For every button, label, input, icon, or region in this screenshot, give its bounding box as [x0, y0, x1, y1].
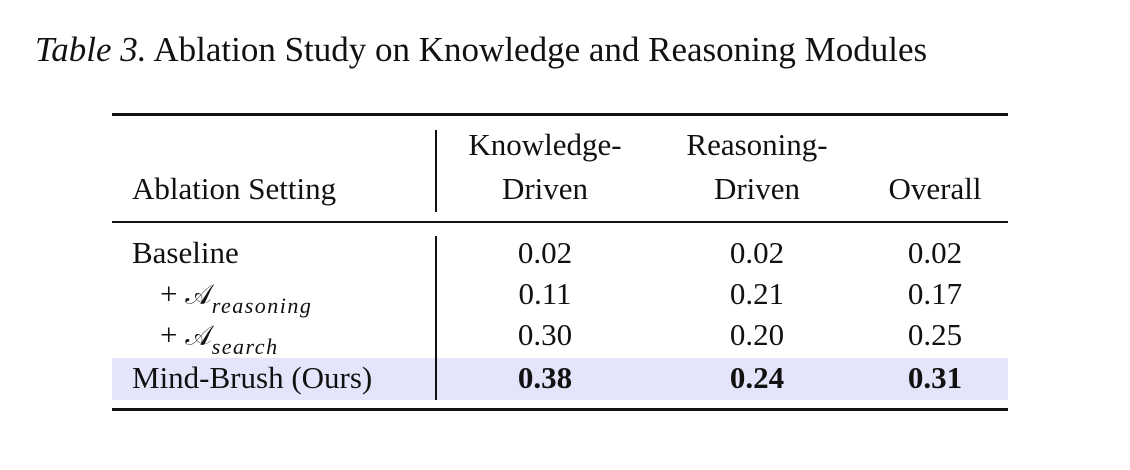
mid-rule [112, 221, 1008, 223]
value-cell: 0.02 [907, 235, 963, 270]
caption: Table 3. Ablation Study on Knowledge and… [35, 30, 927, 70]
value-cell: 0.24 [729, 360, 785, 395]
symbol: 𝒜 [185, 278, 212, 311]
caption-label: Table 3. [35, 30, 147, 69]
value-cell: 0.11 [518, 276, 572, 311]
header-cell: Driven [713, 171, 801, 206]
value-cell: 0.20 [729, 317, 785, 352]
value-cell: 0.02 [517, 235, 573, 270]
value-cell: 0.02 [729, 235, 785, 270]
caption-title: Ablation Study on Knowledge and Reasonin… [153, 30, 928, 69]
row-label: Baseline [132, 235, 239, 270]
bottom-rule [112, 408, 1008, 411]
header-cell: Overall [888, 171, 982, 206]
row-label: + 𝒜search [160, 315, 279, 359]
top-rule [112, 113, 1008, 116]
row-label: Mind-Brush (Ours) [132, 360, 373, 395]
header-cell: Driven [501, 171, 589, 206]
row-label: + 𝒜reasoning [160, 274, 313, 318]
value-cell: 0.25 [907, 317, 963, 352]
value-cell: 0.31 [907, 360, 963, 395]
prefix: + [160, 317, 178, 352]
column-divider [435, 236, 437, 400]
header-cell: Reasoning- [686, 127, 828, 162]
column-divider [435, 130, 437, 212]
header-cell: Ablation Setting [132, 171, 337, 206]
row-highlight [112, 358, 1008, 400]
subscript: search [211, 334, 279, 359]
value-cell: 0.38 [517, 360, 573, 395]
value-cell: 0.17 [907, 276, 963, 311]
value-cell: 0.30 [517, 317, 573, 352]
header-cell: Knowledge- [468, 127, 622, 162]
symbol: 𝒜 [185, 319, 212, 352]
prefix: + [160, 276, 178, 311]
subscript: reasoning [211, 293, 313, 318]
value-cell: 0.21 [729, 276, 785, 311]
